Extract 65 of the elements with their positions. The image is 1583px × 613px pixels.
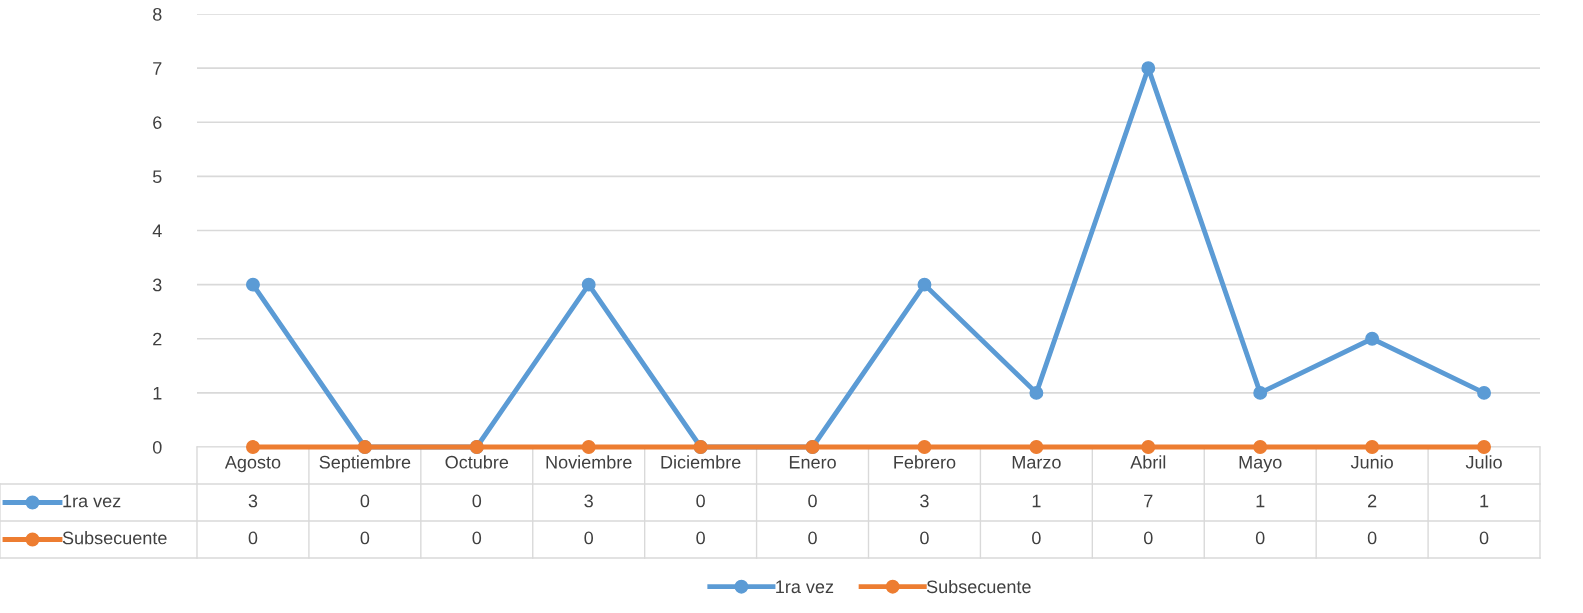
y-tick-label: 6 (153, 116, 162, 129)
x-tick-label: Noviembre (546, 455, 632, 469)
data-label: 1 (1480, 494, 1489, 508)
point (1253, 385, 1268, 400)
point (917, 277, 932, 292)
point (581, 440, 596, 454)
data-label: 0 (1032, 531, 1041, 545)
data-label: 0 (696, 531, 705, 545)
y-tick-label: 5 (152, 170, 162, 184)
data-label: 0 (808, 494, 817, 508)
data-label: 0 (472, 531, 482, 545)
point (1477, 440, 1491, 454)
point (1141, 61, 1156, 76)
legend-label: 1ra vez (776, 580, 834, 594)
x-tick-label: Julio (1465, 455, 1502, 469)
data-label: 1 (1256, 494, 1265, 508)
x-tick-label: Abril (1130, 455, 1166, 469)
data-label: 0 (1143, 531, 1153, 545)
point (1029, 440, 1044, 454)
y-tick-label: 3 (152, 278, 162, 292)
point (1029, 385, 1044, 400)
data-label: 0 (584, 531, 594, 545)
point (1141, 440, 1156, 454)
x-tick-label: Junio (1350, 455, 1393, 469)
x-tick-label: Septiembre (319, 455, 411, 473)
point (1365, 440, 1380, 454)
data-label: 0 (472, 494, 482, 508)
x-tick-label: Diciembre (661, 455, 741, 469)
x-tick-label: Marzo (1012, 456, 1061, 469)
data-label: 0 (1255, 531, 1265, 545)
text: Subsecuente (926, 579, 1031, 594)
y-tick-label: 8 (153, 7, 162, 21)
x-tick-label: Febrero (894, 455, 956, 469)
data-label: 0 (696, 494, 705, 508)
data-label: 0 (920, 531, 929, 545)
y-tick-label: 7 (153, 62, 162, 75)
point (1253, 440, 1268, 454)
point (1365, 331, 1380, 346)
point (917, 440, 932, 454)
data-label: 3 (920, 494, 929, 508)
y-tick-label: 2 (153, 332, 162, 346)
y-tick-label: 1 (153, 387, 162, 400)
point (246, 440, 260, 454)
data-label: 0 (360, 494, 370, 508)
data-label: 0 (1367, 531, 1377, 545)
data-label: 3 (248, 494, 258, 508)
x-tick-label: Mayo (1239, 456, 1282, 473)
data-label: 1 (1032, 494, 1041, 508)
data-label: 3 (584, 494, 593, 508)
x-tick-label: Agosto (224, 456, 281, 473)
text: 1ra vez (63, 494, 121, 508)
data-label: 0 (808, 531, 817, 545)
data-label: 7 (1144, 494, 1153, 508)
data-label: 0 (248, 531, 258, 545)
data-label: 0 (360, 531, 370, 545)
data-label: 2 (1368, 494, 1377, 508)
y-tick-label: 0 (152, 440, 162, 454)
x-tick-label: Enero (789, 456, 836, 469)
point (581, 277, 596, 292)
data-label: 0 (1479, 531, 1489, 545)
point (246, 277, 260, 292)
x-tick-label: Octubre (445, 455, 509, 469)
y-tick-label: 4 (152, 224, 162, 238)
legend-label: Subsecuente (62, 531, 167, 545)
point (1477, 385, 1491, 400)
